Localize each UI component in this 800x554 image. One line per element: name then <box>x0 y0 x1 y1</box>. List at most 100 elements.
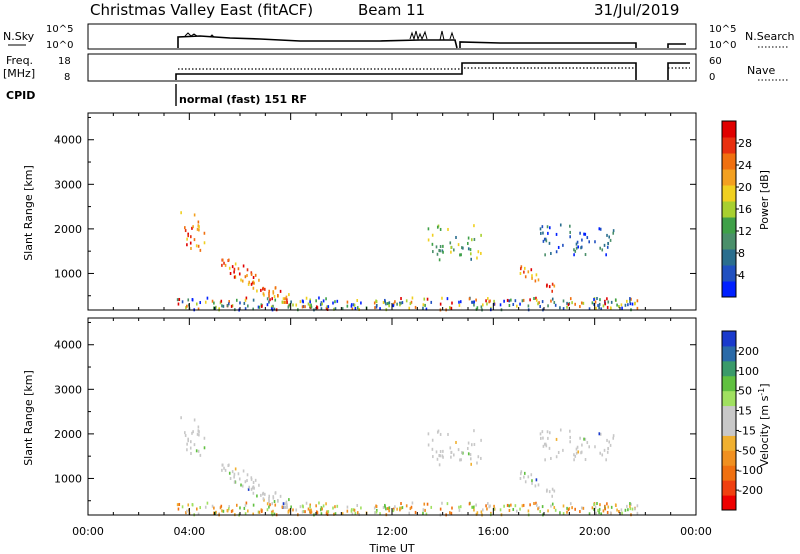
range-gate-cell <box>459 253 461 257</box>
freq-trace <box>175 62 690 80</box>
range-gate-cell <box>612 436 615 440</box>
range-gate-cell <box>187 437 189 441</box>
range-gate-cell <box>283 300 286 304</box>
range-gate-cell <box>469 248 472 252</box>
range-gate-cell <box>409 302 412 306</box>
range-gate-cell <box>352 508 355 512</box>
range-gate-cell <box>373 301 376 305</box>
range-gate-cell <box>196 227 199 231</box>
colorbar-swatch <box>722 405 736 421</box>
range-gate-cell <box>449 306 451 310</box>
range-gate-cell <box>506 298 509 302</box>
range-gate-cell <box>399 303 401 307</box>
range-gate-cell <box>629 507 632 511</box>
range-gate-cell <box>350 303 353 307</box>
range-gate-cell <box>295 508 298 512</box>
range-gate-cell <box>519 476 522 480</box>
range-gate-cell <box>206 296 209 300</box>
range-gate-cell <box>604 504 606 508</box>
range-gate-cell <box>287 510 290 514</box>
range-gate-cell <box>178 297 181 301</box>
range-gate-cell <box>396 302 398 306</box>
range-gate-cell <box>480 305 483 309</box>
range-gate-cell <box>469 252 472 256</box>
range-gate-cell <box>252 503 255 507</box>
range-gate-cell <box>334 512 337 516</box>
range-gate-cell <box>260 508 263 512</box>
range-gate-cell <box>576 445 579 449</box>
colorbar-swatch <box>722 360 736 377</box>
range-gate-cell <box>234 275 237 279</box>
range-gate-cell <box>566 305 568 309</box>
range-gate-cell <box>356 306 359 310</box>
range-gate-cell <box>226 509 229 513</box>
range-gate-cell <box>262 492 264 496</box>
range-gate-cell <box>466 241 469 245</box>
range-gate-cell <box>222 304 225 308</box>
range-gate-cell <box>607 446 609 450</box>
range-gate-cell <box>252 480 255 484</box>
range-gate-cell <box>288 293 290 297</box>
range-gate-cell <box>541 300 544 304</box>
range-gate-cell <box>577 450 580 454</box>
range-gate-cell <box>609 238 612 242</box>
range-gate-cell <box>235 503 238 507</box>
range-gate-cell <box>535 296 537 300</box>
range-gate-cell <box>252 512 254 516</box>
range-gate-cell <box>584 437 587 441</box>
data-gap <box>461 495 464 515</box>
range-gate-cell <box>566 510 568 514</box>
range-gate-cell <box>581 443 583 447</box>
range-gate-cell <box>309 305 312 309</box>
colorbar-tick-label: 12 <box>738 225 752 238</box>
range-gate-cell <box>224 468 227 472</box>
range-gate-cell <box>192 225 194 229</box>
ytick-label: 1000 <box>54 472 82 485</box>
range-gate-cell <box>516 509 518 513</box>
range-gate-cell <box>414 305 417 309</box>
range-gate-cell <box>273 500 276 504</box>
range-gate-cell <box>612 231 615 235</box>
range-gate-cell <box>229 272 232 276</box>
range-gate-cell <box>408 511 411 515</box>
range-gate-cell <box>476 511 479 515</box>
ytick-label: 2000 <box>54 223 82 236</box>
range-gate-cell <box>310 303 312 307</box>
range-gate-cell <box>360 301 362 305</box>
range-gate-cell <box>333 307 335 311</box>
power-colorbar: 4 8 12 16 20 24 28 <box>721 120 752 298</box>
nave-tick-top: 60 <box>709 56 722 67</box>
range-gate-cell <box>379 512 381 516</box>
range-gate-cell <box>541 505 544 509</box>
range-gate-cell <box>325 306 328 310</box>
range-gate-cell <box>486 507 488 511</box>
range-gate-cell <box>531 276 533 280</box>
colorbar-tick-label: 28 <box>738 137 752 150</box>
range-gate-cell <box>346 300 349 304</box>
range-gate-cell <box>354 511 357 515</box>
range-gate-cell <box>227 507 230 511</box>
range-gate-cell <box>571 301 573 305</box>
range-gate-cell <box>304 510 306 514</box>
range-gate-cell <box>544 442 547 446</box>
range-gate-cell <box>600 512 602 516</box>
range-gate-cell <box>334 505 336 509</box>
range-gate-cell <box>423 297 426 301</box>
range-gate-cell <box>250 282 253 286</box>
range-gate-cell <box>586 236 589 240</box>
range-gate-cell <box>244 512 247 516</box>
range-gate-cell <box>586 441 589 445</box>
range-gate-cell <box>301 305 304 309</box>
range-gate-cell <box>588 445 590 449</box>
range-gate-cell <box>176 298 179 302</box>
range-gate-cell <box>512 507 515 511</box>
range-gate-cell <box>546 430 549 434</box>
range-gate-cell <box>242 264 245 268</box>
range-gate-cell <box>284 300 287 304</box>
colorbar-swatch <box>722 121 736 138</box>
range-gate-cell <box>594 240 596 244</box>
range-gate-cell <box>346 509 349 513</box>
range-gate-cell <box>248 280 250 284</box>
range-gate-cell <box>190 235 192 239</box>
range-gate-cell <box>186 237 188 241</box>
